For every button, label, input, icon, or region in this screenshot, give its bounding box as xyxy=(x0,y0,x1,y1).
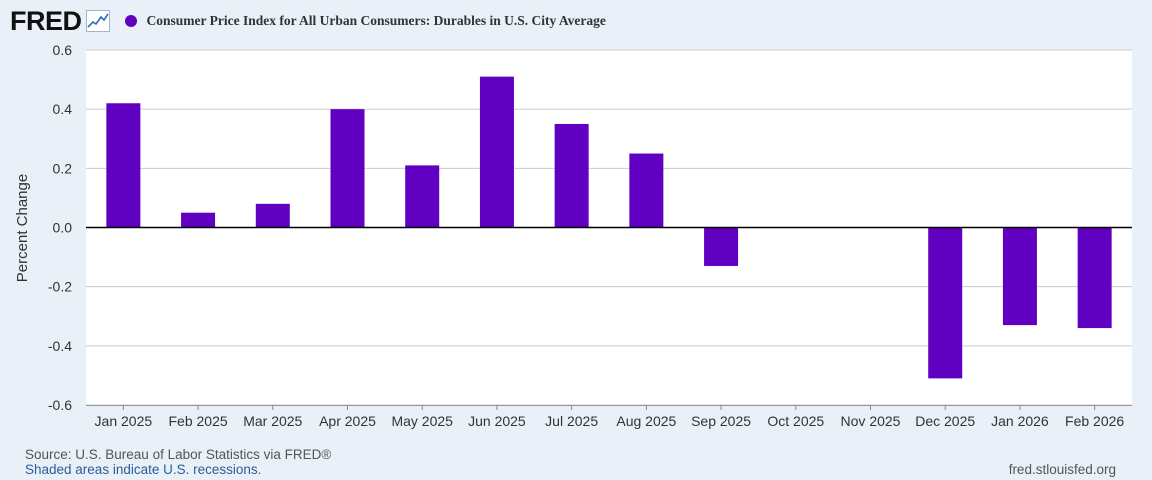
chart-header: FRED Consumer Price Index for All Urban … xyxy=(10,6,606,36)
x-tick-label: Sep 2025 xyxy=(691,413,751,429)
x-tick-label: Aug 2025 xyxy=(616,413,676,429)
y-tick-label: 0.4 xyxy=(53,101,73,117)
bar[interactable] xyxy=(255,203,290,228)
x-tick-label: Jul 2025 xyxy=(545,413,598,429)
bar-chart: 0.6 0.4 0.2 0.0 -0.2 -0.4 -0.6 Jan 2025 Feb 202… xyxy=(14,42,1132,429)
x-tick-label: Apr 2025 xyxy=(319,413,376,429)
x-tick-label: Feb 2026 xyxy=(1065,413,1124,429)
recession-note[interactable]: Shaded areas indicate U.S. recessions. xyxy=(25,462,262,477)
x-tick-label: Jun 2025 xyxy=(468,413,526,429)
x-tick-label: Jan 2025 xyxy=(95,413,153,429)
x-tick-label: Jan 2026 xyxy=(991,413,1049,429)
y-tick-label: 0.2 xyxy=(53,160,73,176)
source-note: Source: U.S. Bureau of Labor Statistics … xyxy=(25,447,332,462)
fred-logo-graph-icon xyxy=(85,10,110,32)
y-tick-label: 0.0 xyxy=(53,220,73,236)
y-axis-label: Percent Change xyxy=(14,174,31,282)
bar[interactable] xyxy=(1002,227,1037,326)
bar[interactable] xyxy=(479,76,514,228)
bar[interactable] xyxy=(629,153,664,228)
x-tick-label: Nov 2025 xyxy=(841,413,901,429)
legend-marker xyxy=(124,15,137,27)
y-tick-label: -0.2 xyxy=(48,279,72,295)
y-tick-label: 0.6 xyxy=(53,42,73,58)
bar[interactable] xyxy=(554,123,589,228)
fred-url[interactable]: fred.stlouisfed.org xyxy=(1008,462,1116,477)
fred-logo[interactable]: FRED xyxy=(10,5,82,36)
bar[interactable] xyxy=(1077,227,1112,329)
bar[interactable] xyxy=(405,165,440,228)
y-tick-label: -0.6 xyxy=(48,397,72,413)
y-tick-label: -0.4 xyxy=(48,338,72,354)
bar[interactable] xyxy=(181,212,216,228)
bar[interactable] xyxy=(704,227,739,266)
x-tick-label: Mar 2025 xyxy=(243,413,302,429)
bar[interactable] xyxy=(330,109,365,228)
bar[interactable] xyxy=(928,227,963,379)
series-title[interactable]: Consumer Price Index for All Urban Consu… xyxy=(146,13,606,28)
x-tick-label: Feb 2025 xyxy=(168,413,227,429)
x-tick-label: Dec 2025 xyxy=(915,413,975,429)
x-tick-label: May 2025 xyxy=(391,413,453,429)
bar[interactable] xyxy=(106,103,141,228)
x-tick-label: Oct 2025 xyxy=(767,413,824,429)
